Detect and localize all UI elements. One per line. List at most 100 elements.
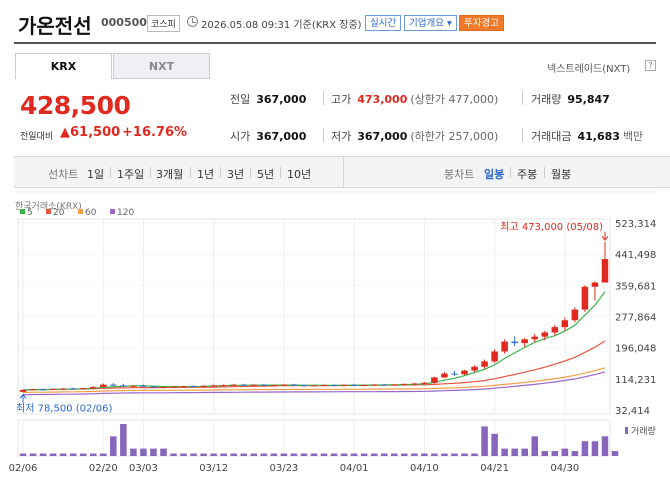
day-high: 고가 473,000 (상한가 477,000) bbox=[331, 93, 499, 106]
candle-body bbox=[180, 386, 187, 388]
volume-bar bbox=[270, 453, 278, 456]
legend-ma120: 120 bbox=[110, 208, 134, 218]
volume-bar bbox=[340, 453, 348, 456]
volume-legend-swatch bbox=[625, 427, 628, 434]
volume-bar bbox=[230, 453, 237, 456]
stock-code: 000500 bbox=[101, 16, 147, 29]
candle-body bbox=[140, 385, 147, 387]
volume-bar bbox=[370, 453, 378, 456]
header-divider bbox=[14, 42, 656, 44]
period-5y[interactable]: 5년 bbox=[257, 168, 275, 181]
dropdown-arrow-icon: ▾ bbox=[443, 18, 452, 29]
period-3m[interactable]: 3개월 bbox=[156, 168, 184, 181]
volume-label: 거래량 bbox=[631, 425, 656, 437]
volume-bar bbox=[431, 453, 438, 456]
trade-amount: 거래대금 41,683 백만 bbox=[531, 130, 644, 143]
volume-bar bbox=[380, 453, 388, 456]
legend-ma5: 5 bbox=[20, 208, 33, 218]
candle-body bbox=[79, 388, 87, 390]
candle-body bbox=[571, 309, 579, 321]
prev-close: 전일 367,000 bbox=[230, 93, 307, 106]
day-low: 저가 367,000 (하한가 257,000) bbox=[331, 130, 499, 143]
divider bbox=[150, 167, 151, 178]
candle-body bbox=[260, 384, 268, 386]
volume-bar bbox=[220, 453, 227, 456]
company-info-button[interactable]: 기업개요 ▾ bbox=[404, 15, 457, 31]
candle-weekly[interactable]: 주봉 bbox=[517, 168, 538, 181]
volume-bar bbox=[140, 448, 147, 456]
low-annotation: 최저 78,500 (02/06) bbox=[16, 402, 112, 414]
candle-body bbox=[160, 386, 167, 388]
period-bar bbox=[14, 156, 670, 188]
realtime-button[interactable]: 실시간 bbox=[365, 15, 402, 31]
volume-bar bbox=[39, 453, 47, 456]
volume-bar bbox=[150, 448, 157, 456]
ma60-line bbox=[22, 367, 606, 394]
y-tick-label: 196,048 bbox=[615, 344, 656, 355]
candle-body bbox=[421, 382, 428, 384]
volume-bar bbox=[320, 453, 328, 456]
volume-bar bbox=[401, 453, 408, 456]
candle-body bbox=[130, 385, 137, 387]
market-badge: 코스피 bbox=[147, 15, 180, 32]
period-1y[interactable]: 1년 bbox=[197, 168, 215, 181]
candle-body bbox=[541, 332, 549, 337]
period-10y[interactable]: 10년 bbox=[287, 168, 312, 181]
open-price: 시가 367,000 bbox=[230, 130, 307, 143]
nxt-link[interactable]: 넥스트레이드(NXT) bbox=[547, 64, 631, 75]
candle-daily[interactable]: 일봉 bbox=[484, 168, 505, 181]
change-amount: ▲61,500 bbox=[60, 125, 121, 140]
volume-bar bbox=[350, 453, 358, 456]
volume-bar bbox=[601, 436, 609, 456]
candle-body bbox=[19, 389, 27, 392]
y-tick-label: 523,314 bbox=[615, 219, 656, 230]
candle-body bbox=[451, 373, 458, 375]
volume: 거래량 95,847 bbox=[531, 93, 610, 106]
candle-body bbox=[69, 388, 77, 390]
candle-body bbox=[441, 373, 448, 378]
volume-bar bbox=[521, 448, 528, 456]
y-tick-label: 32,414 bbox=[615, 406, 650, 417]
candle-chart-label: 봉차트 bbox=[444, 168, 475, 181]
volume-bar bbox=[571, 451, 579, 456]
candle-body bbox=[411, 383, 418, 385]
volume-bar bbox=[491, 433, 498, 456]
x-tick-label: 02/06 bbox=[9, 463, 38, 474]
volume-bar bbox=[471, 453, 478, 456]
volume-bar bbox=[250, 453, 258, 456]
candle-monthly[interactable]: 월봉 bbox=[551, 168, 572, 181]
period-1d[interactable]: 1일 bbox=[87, 168, 105, 181]
candle-body bbox=[551, 327, 559, 333]
volume-bar bbox=[391, 453, 398, 456]
candle-body bbox=[320, 385, 328, 387]
volume-bar bbox=[290, 453, 298, 456]
candle-body bbox=[110, 384, 117, 386]
candle-body bbox=[270, 385, 278, 387]
volume-bar bbox=[89, 453, 97, 456]
candle-body bbox=[220, 385, 227, 387]
volume-bar bbox=[19, 453, 27, 456]
help-icon[interactable]: ? bbox=[645, 60, 656, 71]
candle-body bbox=[391, 384, 398, 386]
y-tick-label: 359,681 bbox=[615, 281, 656, 292]
candle-body bbox=[100, 384, 107, 387]
period-3y[interactable]: 3년 bbox=[227, 168, 245, 181]
period-1w[interactable]: 1주일 bbox=[117, 168, 145, 181]
volume-bar bbox=[451, 453, 458, 456]
divider bbox=[522, 91, 523, 105]
candle-body bbox=[380, 384, 388, 386]
volume-bar bbox=[310, 453, 318, 456]
x-tick-label: 03/03 bbox=[129, 463, 158, 474]
tab-nxt[interactable]: NXT bbox=[113, 53, 210, 79]
volume-bar bbox=[360, 453, 368, 456]
volume-bar bbox=[120, 424, 127, 456]
investment-warning-badge[interactable]: 투자경고 bbox=[459, 15, 504, 31]
tab-krx[interactable]: KRX bbox=[15, 53, 112, 79]
volume-bar bbox=[59, 453, 67, 456]
change-percent: +16.76% bbox=[122, 125, 188, 140]
candle-body bbox=[401, 383, 408, 385]
divider bbox=[323, 91, 324, 105]
volume-bar bbox=[300, 453, 308, 456]
y-tick-label: 277,864 bbox=[615, 313, 656, 324]
